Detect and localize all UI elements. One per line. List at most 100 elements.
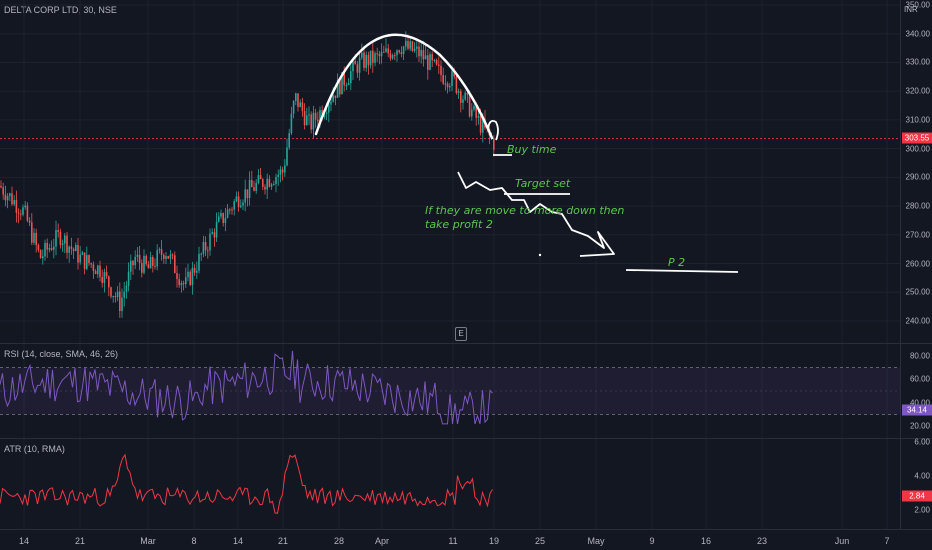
candle-body [308,114,310,116]
candle-body [453,71,455,77]
candle-body [275,176,277,185]
atr-axis[interactable] [900,439,932,529]
candle-body [396,50,398,56]
candle-body [119,291,121,312]
candle-body [347,83,350,85]
candle-body [121,297,123,312]
candle-body [196,270,198,273]
candle-body [455,76,458,94]
candle-body [77,245,79,263]
time-tick-label: 8 [191,536,197,546]
candle-body [385,48,387,52]
candle-body [475,106,477,118]
candle-body [116,291,119,298]
candle-body [262,179,264,187]
candle-body [411,41,414,51]
atr-tick-label: 2.00 [914,505,930,515]
candle-body [312,112,315,130]
candle-body [462,99,464,103]
candle-body [273,184,275,186]
earnings-marker[interactable]: E [455,327,467,341]
rsi-axis[interactable] [900,344,932,438]
candle-body [235,196,238,202]
candle-body [24,205,26,208]
candle-body [438,64,440,66]
candle-body [325,112,328,114]
candle-body [174,255,176,274]
candle-body [17,212,20,214]
candle-body [479,115,482,133]
candle-body [215,221,218,238]
candle-body [64,235,66,244]
candle-body [301,102,304,112]
candle-body [169,254,172,259]
candle-body [99,265,101,278]
candle-body [493,138,495,150]
pane-divider[interactable] [0,343,932,344]
candle-body [400,52,403,54]
candle-body [26,205,29,221]
candle-body [189,271,191,285]
candle-body [358,57,361,73]
candle-body [35,232,37,245]
price-axis[interactable] [900,0,932,343]
candle-body [127,271,130,286]
price-tick-label: 280.00 [905,201,930,211]
candle-body [290,113,293,134]
price-tick-label: 250.00 [905,287,930,297]
cup-arc-drawing [314,33,494,140]
candle-body [319,109,321,122]
candle-body [356,64,359,73]
candle-body [136,254,139,257]
candle-body [352,61,354,72]
rsi-tick-label: 20.00 [909,421,930,431]
candle-body [279,169,282,175]
candle-body [187,271,189,278]
price-tick-label: 300.00 [905,144,930,154]
atr-tick-label: 6.00 [914,437,930,447]
candle-body [328,104,330,113]
p2-line [625,269,739,273]
candle-body [380,51,383,57]
price-tick-label: 330.00 [905,57,930,67]
candle-body [211,232,213,234]
candle-body [420,49,422,57]
rsi-legend[interactable]: RSI (14, close, SMA, 46, 26) [4,349,119,359]
candle-body [277,174,279,177]
candle-body [413,48,416,51]
candle-body [383,51,385,53]
candle-body [48,247,51,250]
time-tick-label: 14 [232,536,244,546]
buy-time-annotation: Buy time [507,143,557,156]
candle-body [460,91,462,103]
candle-body [444,83,447,85]
chart-title: DELTA CORP LTD, 30, NSE [4,5,117,15]
candle-body [55,229,57,247]
time-tick-label: Mar [140,536,156,546]
currency-label: INR [904,5,918,14]
candle-body [160,249,163,255]
candle-body [482,119,484,133]
candle-body [323,113,326,117]
candle-body [233,201,235,210]
atr-legend[interactable]: ATR (10, RMA) [4,444,65,454]
candle-body [369,50,372,66]
price-tick-label: 260.00 [905,259,930,269]
candle-body [409,41,411,49]
time-tick-label: 7 [884,536,890,546]
candle-body [345,84,348,86]
candle-body [66,235,68,253]
rsi-tick-label: 60.00 [909,374,930,384]
time-tick-label: 16 [700,536,712,546]
candle-body [332,95,334,102]
candle-body [281,169,284,173]
candle-body [468,94,471,117]
candle-body [191,267,194,285]
candle-body [152,256,154,266]
candle-body [295,93,297,102]
candle-body [180,282,183,286]
candle-body [2,187,4,195]
candle-body [473,106,475,110]
pane-divider[interactable] [0,438,932,439]
